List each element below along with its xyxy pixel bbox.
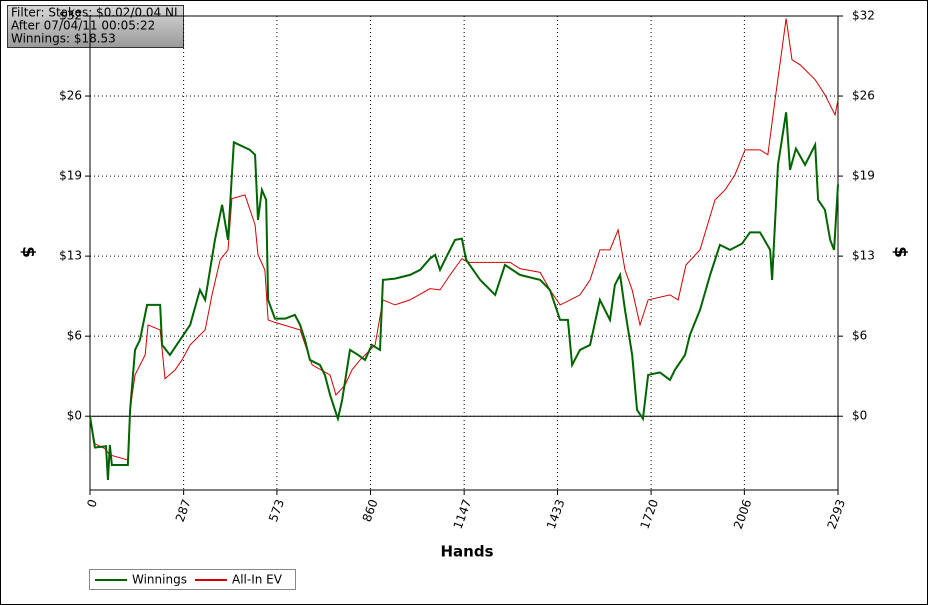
y2-tick-label: $26	[852, 89, 875, 103]
y-tick-label: $32	[59, 9, 82, 23]
y-tick-label: $19	[59, 169, 82, 183]
y2-tick-label: $32	[852, 9, 875, 23]
y2-axis-label: $	[890, 246, 910, 258]
y-tick-label: $13	[59, 249, 82, 263]
legend-label: Winnings	[132, 573, 187, 587]
y-tick-label: $6	[67, 329, 82, 343]
filter-box	[7, 5, 184, 48]
x-axis-label: Hands	[440, 543, 493, 561]
plot-border	[89, 15, 839, 491]
y2-tick-label: $6	[852, 329, 867, 343]
y-tick-label: $26	[59, 89, 82, 103]
filter-text: After 07/04/11 00:05:22	[11, 19, 155, 33]
y2-tick-label: $0	[852, 409, 867, 423]
y-tick-label: $0	[67, 409, 82, 423]
series-line	[89, 112, 839, 481]
y-axis-label: $	[18, 246, 38, 258]
x-tick-label: 0	[84, 497, 100, 509]
filter-text: Filter: Stakes: $0.02/0.04 NL	[11, 6, 181, 20]
legend-label: All-In EV	[232, 573, 283, 587]
filter-text: Winnings: $18.53	[11, 32, 116, 46]
y2-tick-label: $13	[852, 249, 875, 263]
y2-tick-label: $19	[852, 169, 875, 183]
series-line	[89, 18, 839, 461]
legend	[89, 569, 296, 590]
